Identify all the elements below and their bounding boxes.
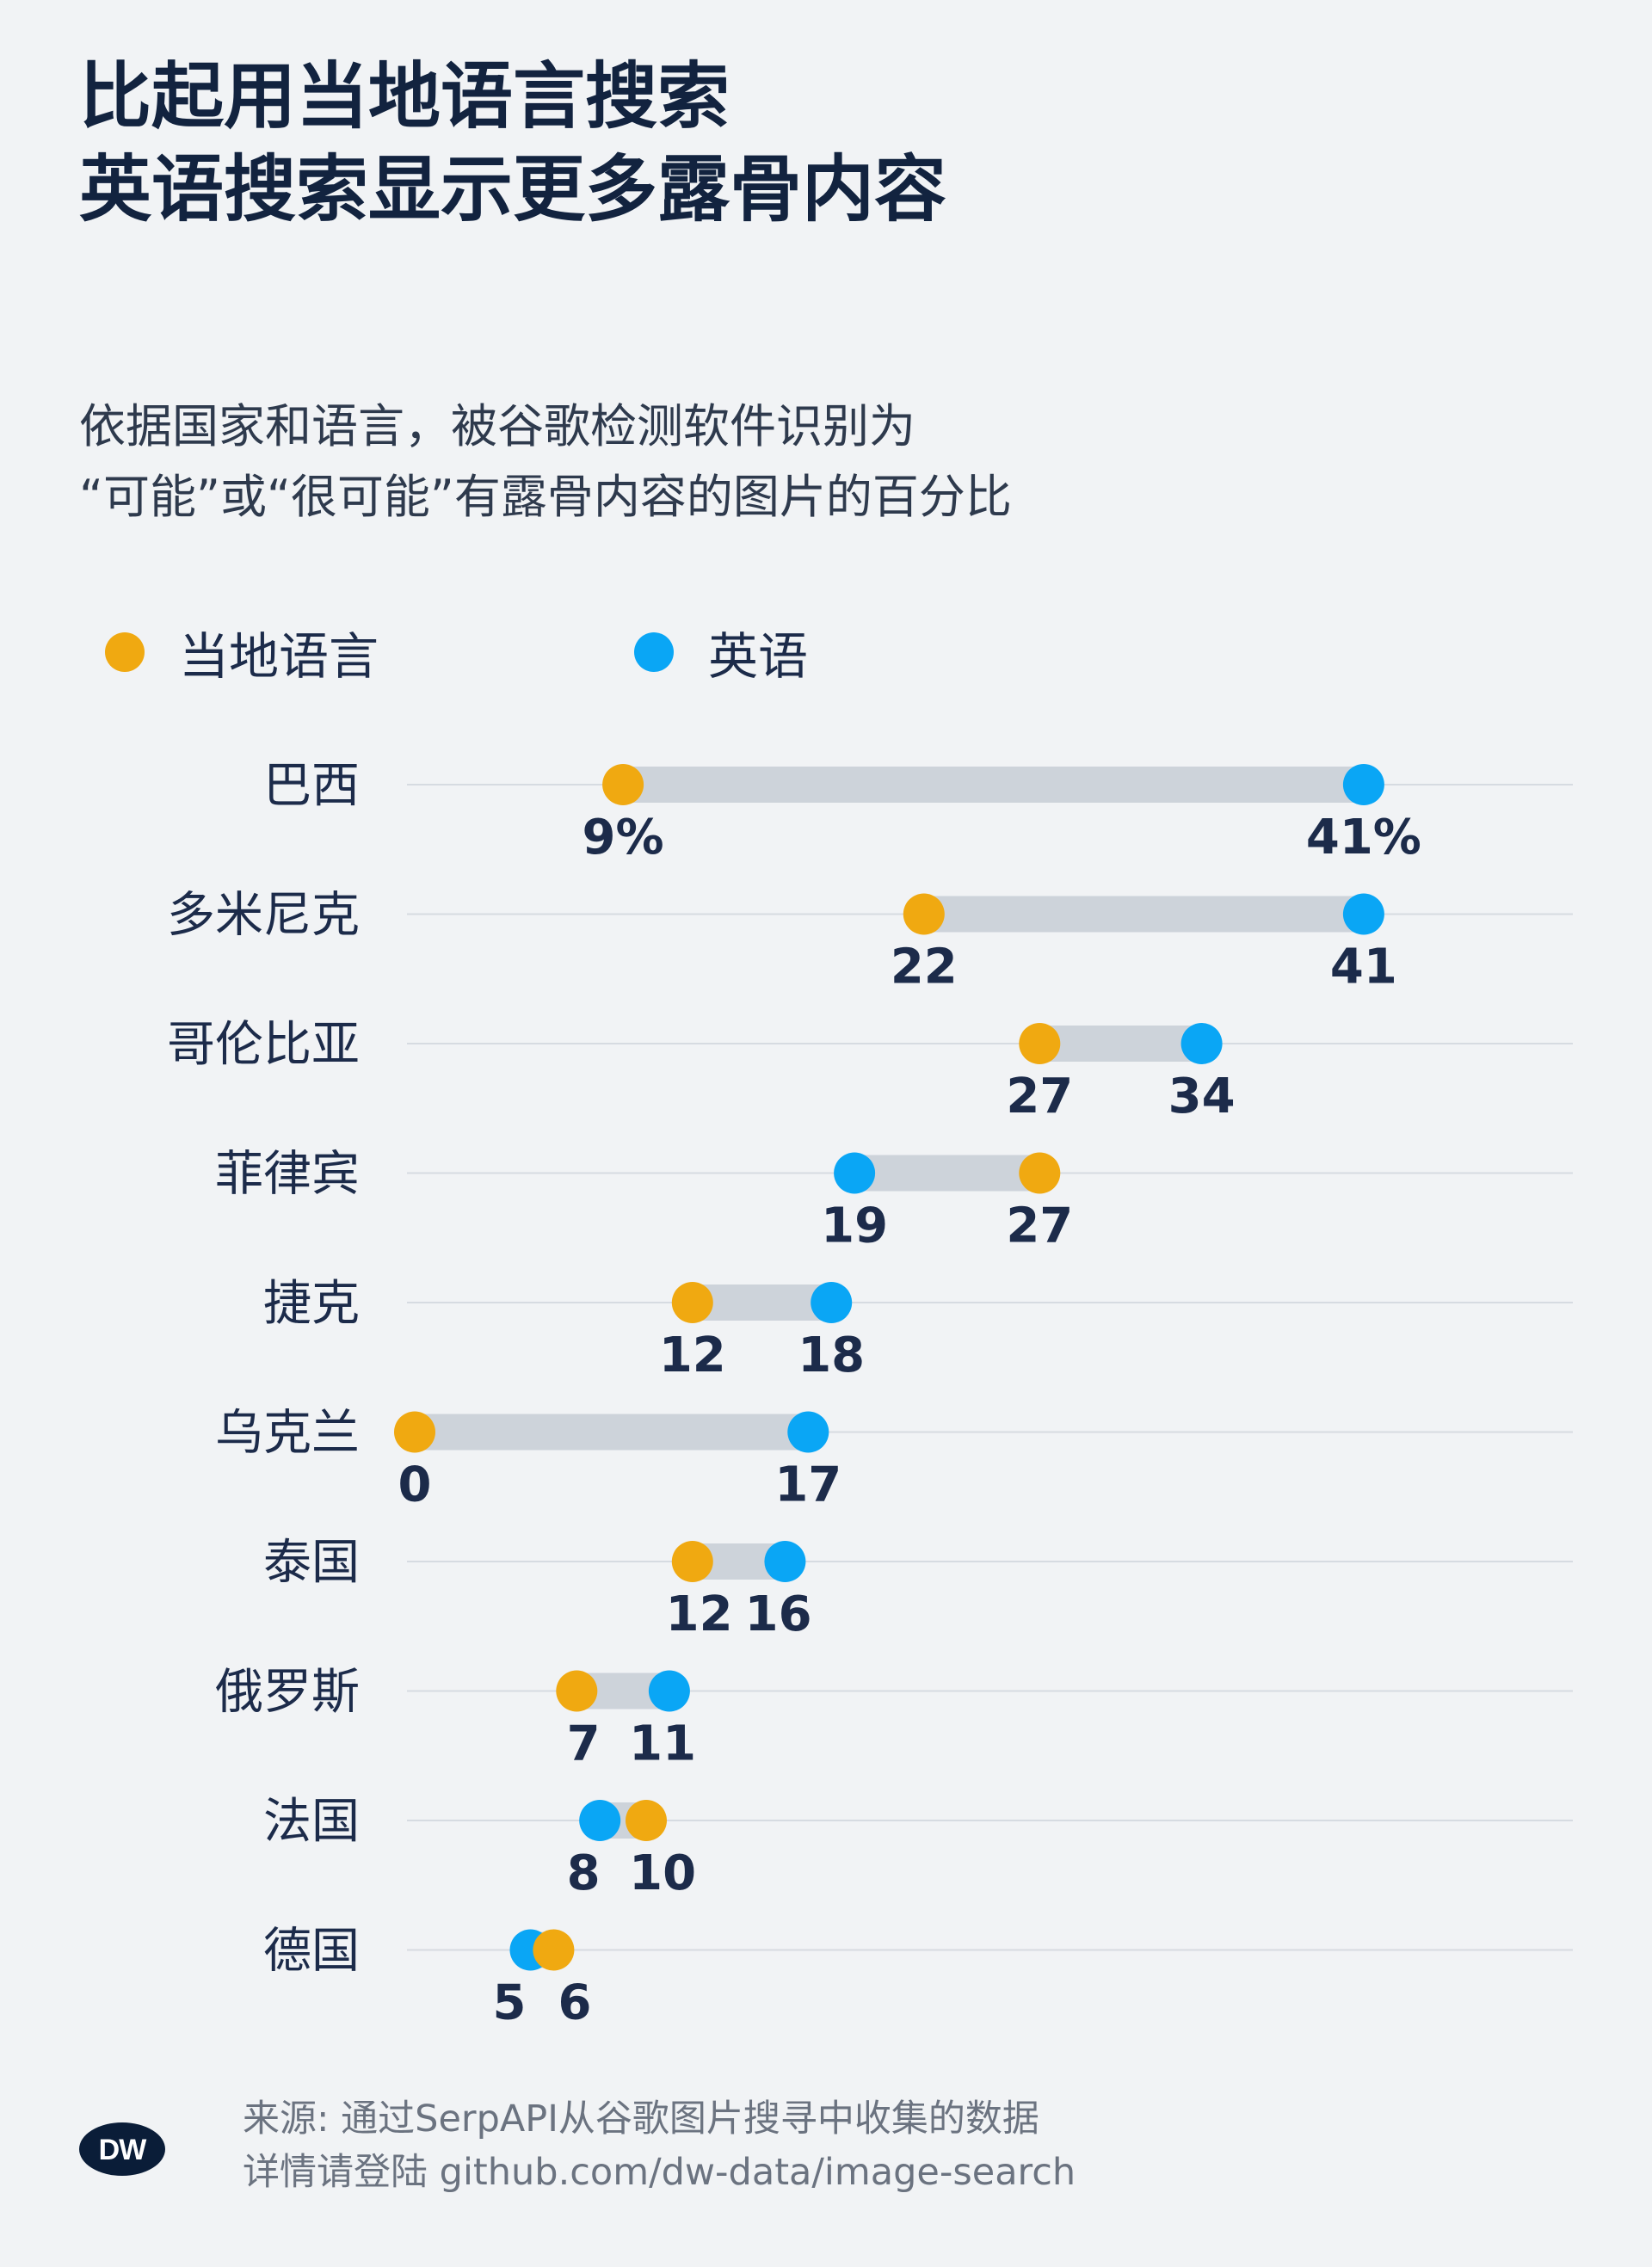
range-bar bbox=[1039, 1026, 1202, 1062]
source-note: 来源: 通过SerpAPI从谷歌图片搜寻中收集的数据 详情请登陆 github.… bbox=[243, 2092, 1076, 2199]
legend: 当地语言 英语 bbox=[105, 618, 965, 687]
legend-item-english: 英语 bbox=[634, 618, 808, 687]
english-value-label: 41% bbox=[1306, 810, 1421, 866]
english-dot bbox=[787, 1411, 829, 1453]
english-dot bbox=[579, 1800, 621, 1841]
country-label: 乌克兰 bbox=[215, 1406, 360, 1462]
country-label: 巴西 bbox=[263, 758, 360, 814]
range-bar bbox=[415, 1414, 809, 1451]
english-value-label: 19 bbox=[821, 1198, 888, 1254]
legend-marker-local bbox=[105, 632, 145, 672]
country-label: 菲律宾 bbox=[215, 1147, 360, 1203]
english-dot bbox=[648, 1670, 690, 1712]
subtitle-line-2: “可能”或“很可能”有露骨内容的图片的百分比 bbox=[79, 470, 1012, 524]
english-dot bbox=[764, 1541, 806, 1582]
country-label: 俄罗斯 bbox=[215, 1665, 360, 1721]
english-dot bbox=[834, 1152, 876, 1194]
english-dot bbox=[1342, 764, 1384, 805]
english-value-label: 34 bbox=[1168, 1069, 1236, 1124]
country-label: 泰国 bbox=[263, 1535, 360, 1591]
local-dot bbox=[1019, 1152, 1061, 1194]
dw-logo-badge bbox=[79, 2122, 165, 2176]
local-dot bbox=[394, 1411, 435, 1453]
english-value-label: 5 bbox=[492, 1975, 526, 2031]
local-value-label: 0 bbox=[398, 1457, 432, 1513]
english-value-label: 16 bbox=[745, 1586, 812, 1642]
title-line-2: 英语搜索显示更多露骨内容 bbox=[79, 147, 947, 231]
range-bar bbox=[692, 1284, 832, 1321]
country-label: 德国 bbox=[263, 1924, 360, 1980]
subtitle-line-1: 依据国家和语言，被谷歌检测软件识别为 bbox=[79, 399, 915, 453]
dw-logo: DW bbox=[79, 2122, 165, 2176]
english-dot bbox=[1342, 893, 1384, 935]
country-label: 捷克 bbox=[263, 1276, 360, 1332]
dot-range-chart: 巴西 9% 41% 多米尼克 22 41 哥伦比亚 27 34 菲律宾 27 19 捷克 12 18 乌克兰 0… bbox=[167, 758, 1573, 2031]
english-value-label: 17 bbox=[774, 1457, 841, 1513]
local-dot bbox=[533, 1929, 575, 1971]
source-line-1: 来源: 通过SerpAPI从谷歌图片搜寻中收集的数据 bbox=[243, 2098, 1039, 2141]
english-value-label: 11 bbox=[629, 1716, 696, 1772]
local-dot bbox=[671, 1541, 713, 1582]
source-line-2: 详情请登陆 github.com/dw-data/image-search bbox=[243, 2151, 1076, 2194]
legend-label-english: 英语 bbox=[708, 627, 809, 686]
local-value-label: 6 bbox=[558, 1975, 591, 2031]
title-line-1: 比起用当地语言搜索 bbox=[79, 54, 730, 139]
country-label: 法国 bbox=[263, 1794, 360, 1850]
local-dot bbox=[556, 1670, 598, 1712]
english-value-label: 18 bbox=[798, 1328, 865, 1383]
local-dot bbox=[602, 764, 644, 805]
english-dot bbox=[1180, 1023, 1223, 1064]
english-dot bbox=[811, 1282, 853, 1323]
english-value-label: 41 bbox=[1330, 939, 1397, 995]
local-value-label: 12 bbox=[659, 1328, 726, 1383]
range-bar bbox=[923, 896, 1364, 933]
legend-item-local: 当地语言 bbox=[105, 618, 379, 687]
range-bar bbox=[623, 767, 1364, 803]
chart-title: 比起用当地语言搜索 英语搜索显示更多露骨内容 bbox=[79, 50, 946, 236]
country-label: 多米尼克 bbox=[167, 888, 360, 944]
local-value-label: 22 bbox=[891, 939, 958, 995]
chart-subtitle: 依据国家和语言，被谷歌检测软件识别为 “可能”或“很可能”有露骨内容的图片的百分… bbox=[79, 391, 1012, 533]
country-label: 哥伦比亚 bbox=[167, 1017, 360, 1073]
local-value-label: 9% bbox=[583, 810, 664, 866]
local-value-label: 10 bbox=[629, 1845, 696, 1901]
dw-logo-text: DW bbox=[99, 2134, 148, 2166]
english-value-label: 8 bbox=[567, 1845, 601, 1901]
local-value-label: 12 bbox=[666, 1586, 733, 1642]
local-dot bbox=[1019, 1023, 1061, 1064]
local-dot bbox=[671, 1282, 713, 1323]
legend-label-local: 当地语言 bbox=[179, 627, 379, 686]
local-dot bbox=[626, 1800, 667, 1841]
range-bar bbox=[854, 1155, 1040, 1192]
local-value-label: 27 bbox=[1006, 1198, 1073, 1254]
legend-marker-english bbox=[634, 632, 674, 672]
local-value-label: 7 bbox=[567, 1716, 601, 1772]
local-dot bbox=[903, 893, 945, 935]
local-value-label: 27 bbox=[1006, 1069, 1073, 1124]
